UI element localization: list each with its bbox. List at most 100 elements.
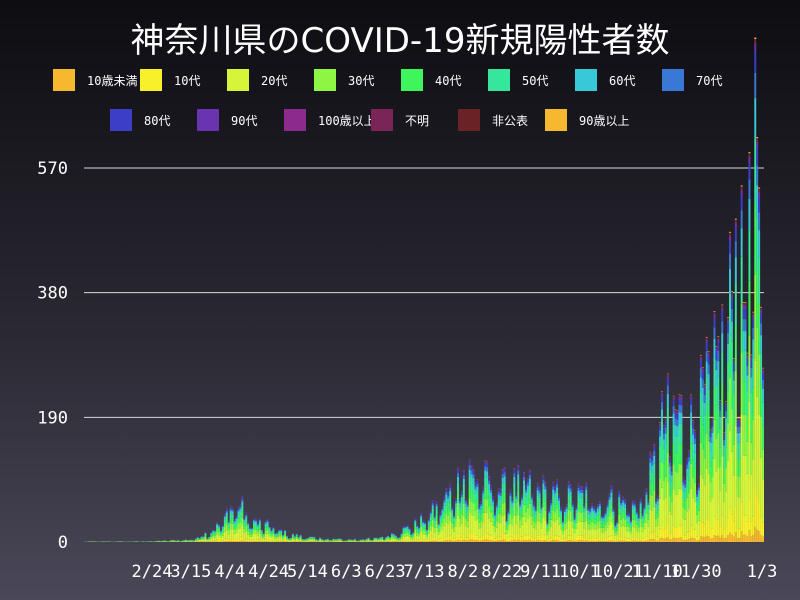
bar-day-276-s5 (620, 508, 623, 514)
bar-day-337-s5 (738, 442, 741, 459)
bar-day-332-s5 (729, 293, 731, 335)
bar-day-118-s4 (313, 538, 316, 540)
bar-day-90-s3 (258, 529, 261, 534)
bar-day-175-s5 (424, 525, 426, 529)
bar-day-192-s6 (457, 476, 459, 483)
bar-day-168-s1 (410, 541, 413, 542)
bar-day-290-s6 (647, 504, 650, 509)
bar-day-166-s6 (406, 526, 409, 529)
bar-day-230-s5 (530, 503, 533, 510)
bar-day-103-s8 (284, 529, 287, 531)
bar-day-254-s6 (577, 490, 580, 496)
bar-day-254-s4 (577, 502, 580, 512)
bar-day-202-s9 (476, 480, 479, 482)
bar-day-334-s1 (732, 521, 735, 537)
bar-day-105-s4 (288, 539, 290, 540)
bar-day-249-s0 (567, 540, 570, 542)
bar-day-94-s4 (266, 526, 269, 530)
bar-day-74-s3 (227, 530, 230, 535)
bar-day-328-s12 (721, 305, 724, 307)
bar-day-52-s2 (185, 541, 187, 542)
legend-swatch-4 (401, 69, 423, 91)
bar-day-88-s8 (254, 519, 257, 521)
bar-day-303-s9 (672, 398, 675, 401)
bar-day-188-s5 (449, 495, 452, 504)
bar-day-339-s0 (742, 534, 745, 542)
bar-day-337-s1 (738, 528, 741, 539)
bar-day-199-s9 (470, 466, 473, 468)
legend-swatch-13 (545, 109, 567, 131)
bar-day-77-s7 (233, 520, 236, 523)
bar-day-298-s9 (662, 427, 665, 429)
bar-day-271-s6 (610, 492, 613, 497)
bar-day-100-s2 (278, 537, 281, 541)
bar-day-304-s9 (674, 411, 677, 414)
bar-day-229-s1 (528, 534, 531, 540)
bar-day-209-s0 (490, 540, 492, 542)
bar-day-265-s0 (598, 540, 601, 542)
bar-day-178-s5 (429, 516, 432, 521)
bar-day-338-s0 (740, 531, 743, 542)
bar-day-220-s5 (511, 506, 514, 513)
bar-day-323-s7 (711, 426, 714, 433)
bar-day-75-s9 (229, 506, 232, 508)
bar-day-64-s2 (208, 540, 211, 542)
bar-day-318-s3 (701, 449, 704, 479)
bar-day-189-s1 (451, 538, 454, 541)
bar-day-241-s4 (552, 502, 555, 511)
bar-day-203-s2 (478, 528, 481, 538)
bar-day-261-s9 (591, 504, 594, 505)
bar-day-223-s6 (517, 474, 520, 481)
bar-day-48-s2 (177, 541, 180, 542)
bar-day-96-s5 (270, 532, 273, 534)
bar-day-213-s0 (497, 540, 500, 542)
bar-day-302-s0 (670, 539, 673, 542)
bar-day-295-s4 (657, 510, 660, 518)
bar-day-89-s6 (256, 525, 259, 527)
bar-day-62-s4 (204, 535, 207, 537)
bar-day-344-s0 (752, 535, 755, 542)
bar-day-122-s3 (321, 540, 323, 541)
bar-day-290-s7 (647, 502, 650, 505)
bar-day-190-s2 (453, 531, 456, 539)
bar-day-317-s13 (699, 354, 702, 356)
bar-day-93-s3 (264, 530, 267, 535)
bar-day-278-s6 (624, 504, 627, 508)
bar-day-303-s7 (672, 406, 675, 414)
bar-day-225-s3 (521, 516, 524, 525)
bar-day-197-s1 (466, 537, 469, 541)
bar-day-225-s1 (521, 536, 524, 541)
bar-day-331-s7 (727, 332, 730, 344)
bar-day-294-s2 (655, 526, 658, 538)
bar-day-199-s3 (470, 501, 473, 515)
bar-day-280-s0 (628, 541, 630, 542)
bar-day-205-s8 (482, 488, 485, 491)
bar-day-275-s7 (618, 494, 621, 498)
bar-day-89-s3 (256, 531, 259, 536)
bar-day-186-s8 (445, 489, 448, 492)
bar-day-203-s4 (478, 517, 481, 523)
bar-day-208-s9 (488, 477, 491, 478)
bar-day-172-s7 (418, 527, 421, 529)
bar-day-234-s7 (538, 490, 541, 494)
bar-day-113-s3 (303, 540, 306, 541)
bar-day-343-s11 (750, 356, 753, 357)
bar-day-193-s5 (458, 506, 461, 513)
bar-day-250-s6 (569, 491, 572, 496)
bar-day-72-s3 (223, 526, 226, 532)
bar-day-328-s0 (721, 534, 724, 542)
bar-day-297-s3 (661, 462, 663, 488)
bar-day-344-s1 (752, 516, 755, 536)
bar-day-236-s0 (542, 540, 545, 542)
bar-day-232-s6 (534, 511, 537, 515)
bar-day-197-s0 (466, 540, 469, 542)
bar-day-277-s6 (622, 502, 625, 506)
x-axis-ticks: 2/243/15 4/4 4/245/14 6/3 6/237/13 8/2 8/229/1… (132, 562, 778, 582)
bar-day-328-s11 (721, 306, 724, 308)
bar-day-341-s10 (746, 355, 749, 356)
bar-day-328-s2 (721, 456, 724, 516)
bar-day-242-s0 (554, 540, 557, 542)
bar-day-237-s2 (544, 520, 547, 536)
bar-day-315-s6 (696, 496, 698, 501)
bar-day-158-s4 (390, 535, 393, 538)
